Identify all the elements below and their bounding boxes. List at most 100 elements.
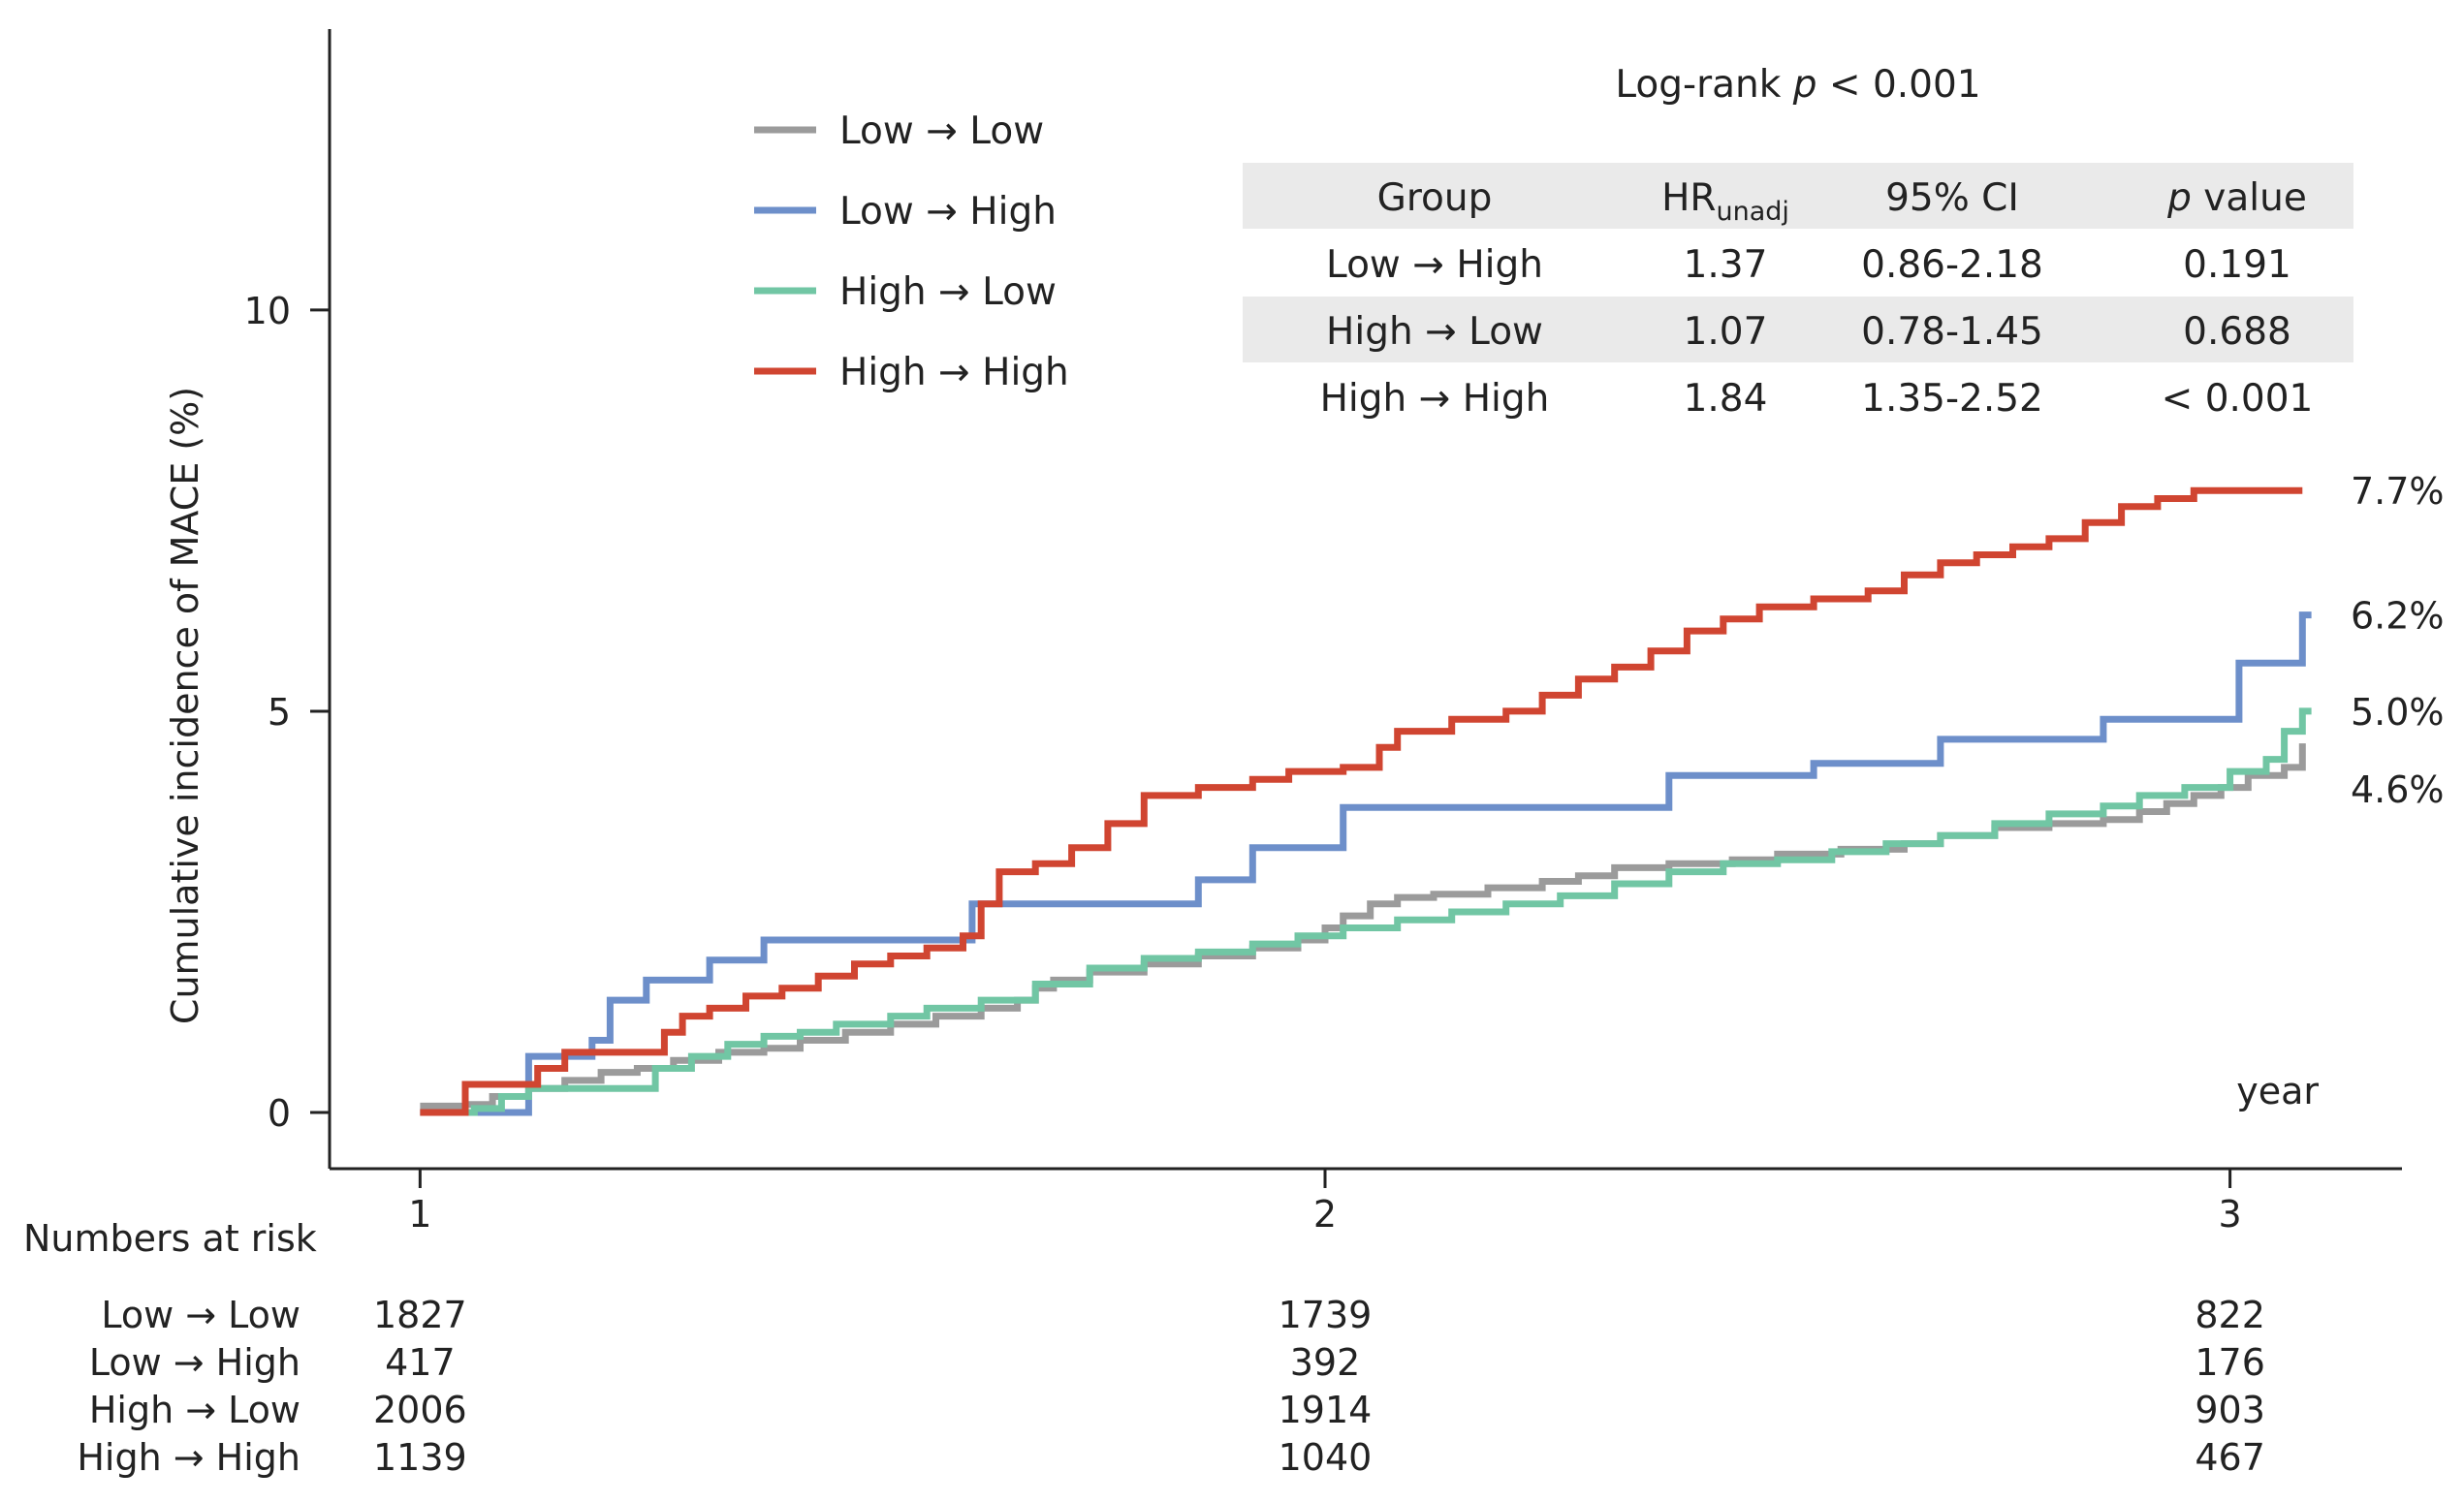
y-tick-label: 10 [244,290,291,332]
arrow-glyph: → [1401,243,1456,287]
arrow-glyph: → [162,1436,216,1479]
hr-row-p-2: < 0.001 [2162,377,2314,421]
hr-header-p-rest: value [2192,176,2307,220]
series-line-2 [420,707,2312,1116]
group-to: Low [969,110,1044,153]
risk-table-title: Numbers at risk [23,1217,317,1260]
group-to: Low [228,1389,300,1431]
group-to: High [216,1341,300,1384]
hr-row-group-1: High → Low [1326,310,1543,354]
arrow-glyph: → [174,1389,228,1431]
legend-label-3: High → High [839,351,1069,394]
group-from: High [1320,377,1407,421]
hr-header-main: HR [1661,176,1716,220]
hr-table-row-shade [1243,297,2353,362]
hr-header-p-italic: p [2166,176,2192,220]
arrow-glyph: → [1406,377,1462,421]
risk-value: 1914 [1279,1389,1373,1431]
group-from: Low [1326,243,1401,287]
end-label-2: 5.0% [2351,691,2445,734]
legend-label-0: Low → Low [839,110,1044,153]
risk-value: 1827 [373,1294,467,1336]
risk-value: 467 [2195,1436,2265,1479]
series-line-1 [420,611,2312,1116]
end-label-0: 4.6% [2351,768,2445,811]
logrank-prefix: Log-rank [1615,63,1792,107]
logrank-text: Log-rank p < 0.001 [1615,63,1980,107]
risk-value: 1040 [1279,1436,1373,1479]
group-to: Low [228,1294,300,1336]
group-to: High [1463,377,1550,421]
hr-row-p-0: 0.191 [2183,243,2291,287]
x-tick-label: 2 [1313,1193,1337,1236]
group-to: High [982,351,1069,394]
group-to: Low [1469,310,1543,354]
group-from: Low [101,1294,174,1336]
axes: 0 5 10 1 2 3 Cumulative incidence of MACE (%) y… [164,29,2402,1236]
end-label-1: 6.2% [2351,595,2445,638]
risk-value: 822 [2195,1294,2265,1336]
risk-value: 1139 [373,1436,467,1479]
hr-header-p: p value [2166,176,2307,220]
hr-row-p-1: 0.688 [2183,310,2291,354]
group-from: High [1326,310,1413,354]
end-label-3: 7.7% [2351,470,2445,513]
legend-label-2: High → Low [839,270,1057,314]
risk-value: 392 [1290,1341,1361,1384]
legend-label-1: Low → High [839,190,1057,234]
risk-value: 2006 [373,1389,467,1431]
risk-table: Numbers at risk Low → Low 1827 1739 822 Low →… [23,1217,2265,1479]
y-tick-label: 0 [268,1092,291,1135]
risk-row-label-3: High → High [77,1436,300,1479]
hr-header-group: Group [1377,176,1493,220]
arrow-glyph: → [1413,310,1469,354]
group-to: Low [982,270,1057,314]
hr-row-group-2: High → High [1320,377,1550,421]
hr-row-hr-0: 1.37 [1684,243,1768,287]
x-axis-title: year [2236,1070,2319,1112]
x-tick-label: 3 [2219,1193,2242,1236]
logrank-p: p [1792,63,1817,107]
risk-row-label-0: Low → Low [101,1294,300,1336]
logrank-suffix: < 0.001 [1817,63,1981,107]
group-from: Low [89,1341,162,1384]
risk-row-label-1: Low → High [89,1341,300,1384]
risk-value: 1739 [1279,1294,1373,1336]
arrow-glyph: → [914,110,969,153]
group-from: Low [839,190,914,234]
group-from: High [839,270,927,314]
risk-value: 903 [2195,1389,2265,1431]
arrow-glyph: → [927,351,982,394]
hr-row-hr-1: 1.07 [1684,310,1768,354]
hr-header-ci: 95% CI [1885,176,2019,220]
hr-table: Log-rank p < 0.001 Group HRunadj 95% CI p va… [1320,63,2314,421]
hr-table-shading [1243,163,2353,362]
group-from: Low [839,110,914,153]
arrow-glyph: → [174,1294,228,1336]
hr-row-group-0: Low → High [1326,243,1543,287]
group-to: High [216,1436,300,1479]
risk-value: 417 [385,1341,456,1384]
risk-value: 176 [2195,1341,2265,1384]
group-to: High [969,190,1057,234]
group-from: High [839,351,927,394]
end-labels: 4.6% 6.2% 5.0% 7.7% [2351,470,2445,811]
hr-row-hr-2: 1.84 [1684,377,1768,421]
hr-row-ci-2: 1.35-2.52 [1861,377,2043,421]
y-axis-title: Cumulative incidence of MACE (%) [164,387,206,1024]
arrow-glyph: → [927,270,982,314]
hr-row-ci-0: 0.86-2.18 [1861,243,2043,287]
series-line-3 [420,486,2303,1116]
hr-row-ci-1: 0.78-1.45 [1861,310,2043,354]
arrow-glyph: → [914,190,969,234]
series-layer [420,486,2312,1116]
arrow-glyph: → [162,1341,216,1384]
risk-row-label-2: High → Low [89,1389,300,1431]
hr-table-header-shade [1243,163,2353,229]
group-to: High [1456,243,1543,287]
group-from: High [89,1389,174,1431]
group-from: High [77,1436,161,1479]
